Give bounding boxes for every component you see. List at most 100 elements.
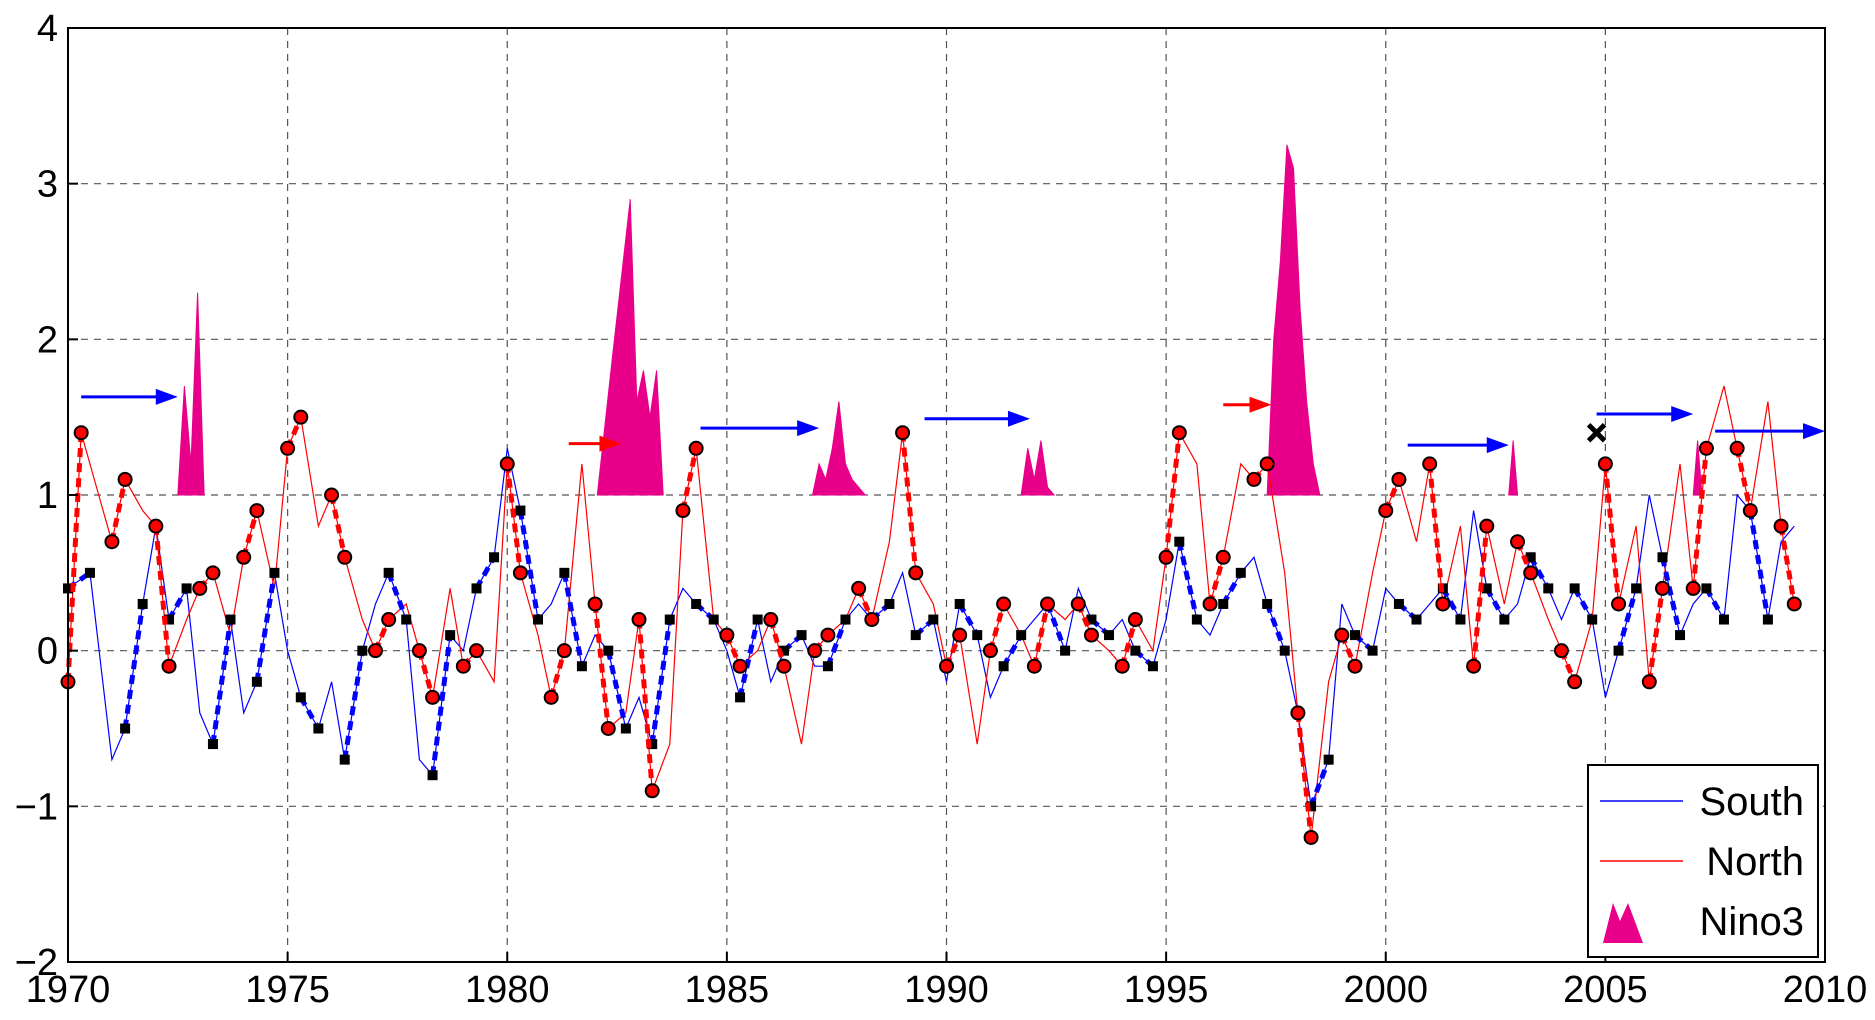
circle-marker [1698,440,1714,456]
highlight-segment [605,650,629,730]
square-marker [1718,614,1729,625]
circle-marker [776,658,792,674]
highlight-segment [1427,463,1446,605]
circle-marker [1026,658,1042,674]
y-tick-label: 2 [37,319,58,361]
circle-marker [1114,658,1130,674]
highlight-segment [957,602,980,637]
square-marker [313,723,324,734]
arrow-head [1486,437,1509,454]
circle-marker [1391,471,1407,487]
circle-marker [280,440,296,456]
circle-marker [411,643,427,659]
square-marker [1323,754,1334,765]
square-marker [1060,645,1071,656]
square-marker [120,723,131,734]
circle-marker [161,658,177,674]
highlight-segment [1207,556,1226,605]
square-marker [1587,614,1598,625]
square-marker [1455,614,1466,625]
highlight-segments-layer [60,409,1802,845]
square-marker [559,567,570,578]
square-marker [910,630,921,641]
square-marker [664,614,675,625]
highlight-segment [166,587,189,621]
square-marker [647,739,658,750]
circle-marker [675,503,691,519]
square-marker [796,630,807,641]
circle-marker [1466,658,1482,674]
circle-marker [543,689,559,705]
nino3-area [1266,144,1321,496]
circle-marker [1215,549,1231,565]
square-marker [207,739,218,750]
arrow-head [155,388,178,405]
nino3-area [1692,440,1703,496]
square-marker [620,723,631,734]
square-marker [1306,801,1317,812]
square-marker [1393,598,1404,609]
square-marker [269,567,280,578]
highlight-segment [65,432,84,682]
square-marker [998,661,1009,672]
square-marker [1279,645,1290,656]
highlight-segment [900,432,919,574]
highlight-segment [680,447,699,512]
square-marker [1191,614,1202,625]
highlight-segment [1001,633,1024,668]
highlight-segment [1660,556,1683,636]
circle-marker [587,596,603,612]
circle-marker [1202,596,1218,612]
circle-marker [908,565,924,581]
legend: South North Nino3 [1587,764,1819,958]
highlight-segment [1690,448,1709,589]
square-marker [1657,552,1668,563]
arrows-layer [81,388,1825,454]
circle-marker [1729,440,1745,456]
highlight-segment [1484,587,1507,621]
square-marker [708,614,719,625]
square-marker [1104,630,1115,641]
highlight-segment [1163,432,1182,558]
highlight-segment [329,494,348,558]
square-marker [735,692,746,703]
circle-marker [381,612,397,628]
highlight-segment [592,603,611,729]
highlight-segment [153,525,172,667]
highlight-segment [1440,587,1463,621]
circle-marker [425,689,441,705]
x-marker [1586,422,1607,443]
square-marker [1350,630,1361,641]
arrow-head [1007,410,1030,427]
x-tick-label: 1990 [904,969,989,1011]
square-marker [445,630,456,641]
circle-marker [952,627,968,643]
circle-marker [236,549,252,565]
square-marker [295,692,306,703]
circle-marker [1127,612,1143,628]
legend-label: Nino3 [1699,900,1804,944]
circle-marker [1641,674,1657,690]
highlight-segment [649,619,673,745]
square-marker [1130,645,1141,656]
legend-label: North [1706,840,1804,884]
series-line-south [67,448,1795,807]
circle-marker [1083,627,1099,643]
x-tick-label: 1980 [465,969,550,1011]
circle-marker [807,643,823,659]
square-marker [1262,598,1273,609]
highlight-segment [430,634,453,776]
circle-marker [337,549,353,565]
nino3-area [1508,440,1519,496]
square-marker [427,770,438,781]
square-marker [840,614,851,625]
circle-marker [1171,425,1187,441]
square-marker [1218,598,1229,609]
circle-marker [1290,705,1306,721]
nino3-area [1020,440,1056,496]
circle-marker [117,471,133,487]
highlight-segment [636,619,655,791]
square-marker [1481,583,1492,594]
circle-marker [324,487,340,503]
